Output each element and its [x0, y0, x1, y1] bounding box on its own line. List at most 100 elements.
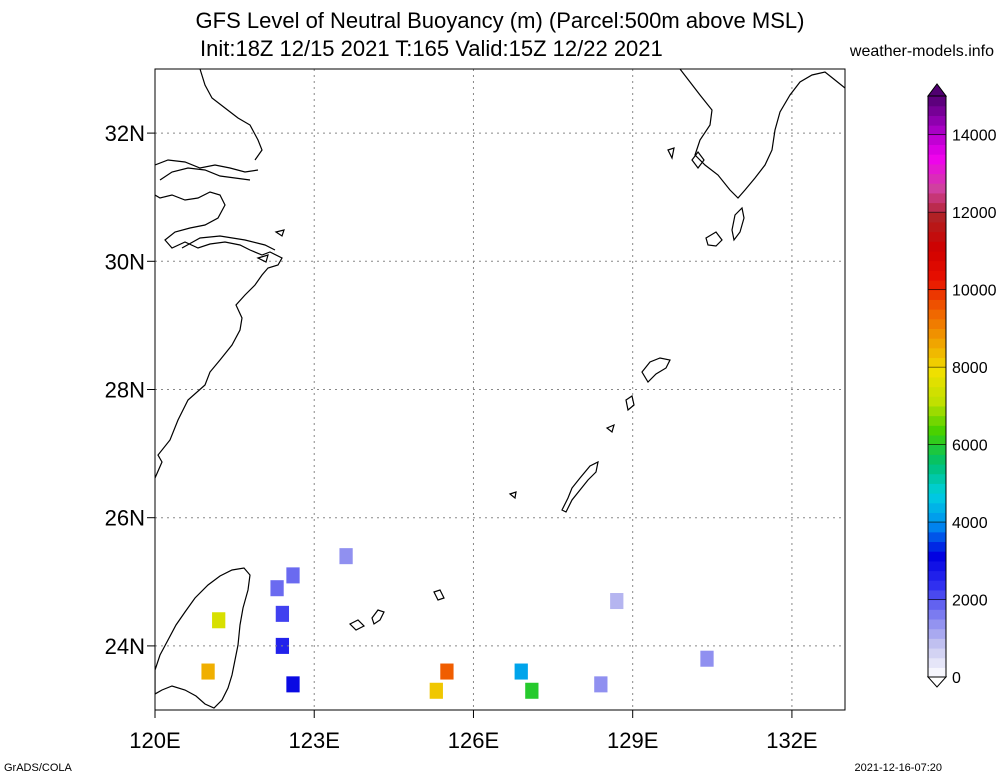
goto-islands — [667, 147, 705, 169]
y-tick-label: 30N — [105, 249, 145, 274]
colorbar-tick-label: 12000 — [952, 205, 997, 222]
colorbar-segment — [928, 667, 946, 678]
colorbar-tick-label: 0 — [952, 670, 961, 687]
china-coastline — [155, 191, 283, 479]
colorbar-segment — [928, 638, 946, 649]
footer-software: GrADS/COLA — [4, 762, 72, 774]
field-cell — [286, 676, 300, 693]
field-cell — [270, 580, 284, 597]
colorbar-segment — [928, 551, 946, 562]
colorbar-segment — [928, 647, 946, 659]
coastlines — [155, 69, 845, 709]
yangtze-estuary — [155, 159, 259, 181]
colorbar-segment — [928, 309, 946, 320]
miyako-island — [433, 589, 445, 601]
colorbar-segment — [928, 105, 946, 116]
kumejima-island — [508, 491, 517, 500]
colorbar-segment — [928, 328, 946, 339]
zhoushan-islands — [256, 229, 285, 263]
colorbar-segment — [928, 96, 946, 107]
field-cell — [429, 682, 443, 699]
colorbar-segment — [928, 618, 946, 630]
okinoerabu-island — [605, 423, 615, 434]
source-credit: weather-models.info — [849, 43, 994, 60]
colorbar-segment — [928, 425, 946, 436]
yakushima-island — [705, 231, 723, 247]
colorbar-tick-label: 6000 — [952, 438, 988, 455]
colorbar-segment — [928, 541, 946, 552]
colorbar-segment — [928, 192, 946, 204]
north-coast — [199, 69, 263, 161]
y-tick-label: 26N — [105, 506, 145, 531]
colorbar-segment — [928, 183, 946, 194]
colorbar-segment — [928, 338, 946, 349]
colorbar-segment — [928, 154, 946, 165]
colorbar-segment — [928, 386, 946, 397]
taiwan-island — [155, 567, 251, 709]
colorbar-segment — [928, 657, 946, 668]
colorbar-segment — [928, 502, 946, 513]
colorbar-segment — [928, 260, 946, 271]
colorbar-segment — [928, 270, 946, 281]
ishigaki-island — [371, 609, 385, 625]
colorbar-segment — [928, 599, 946, 610]
colorbar-segment — [928, 560, 946, 572]
colorbar-tick-label: 14000 — [952, 128, 997, 145]
field-cell — [440, 663, 454, 680]
colorbar-min-arrow — [926, 676, 948, 688]
tokunoshima-island — [625, 395, 635, 412]
colorbar-segment — [928, 589, 946, 601]
colorbar-segment — [928, 289, 946, 300]
colorbar-segment — [928, 405, 946, 417]
colorbar-segment — [928, 580, 946, 591]
colorbar-segment — [928, 493, 946, 504]
colorbar-segment — [928, 279, 946, 291]
field-cell — [212, 612, 226, 629]
field-cell — [339, 548, 353, 565]
map-title-line1: GFS Level of Neutral Buoyancy (m) (Parce… — [195, 8, 805, 33]
field-cell — [594, 676, 608, 693]
colorbar-segment — [928, 202, 946, 213]
colorbar: 0 2000 4000 6000 8000 10000 12000 14000 — [926, 83, 997, 688]
field-cell — [700, 650, 714, 667]
colorbar-tick-label: 4000 — [952, 515, 988, 532]
colorbar-segment — [928, 444, 946, 455]
colorbar-segment — [928, 367, 946, 378]
field-cell — [275, 605, 290, 622]
colorbar-tick-label: 8000 — [952, 360, 988, 377]
colorbar-segment — [928, 512, 946, 523]
y-tick-label: 28N — [105, 378, 145, 403]
colorbar-segment — [928, 241, 946, 252]
field-cell — [286, 567, 300, 584]
tanegashima-island — [731, 206, 745, 242]
field-cell — [514, 663, 528, 680]
x-tick-label: 123E — [289, 728, 340, 753]
longitude-axis: 120E 123E 126E 129E 132E — [129, 710, 818, 753]
field-cell — [201, 663, 215, 680]
x-tick-label: 120E — [129, 728, 180, 753]
graticule — [155, 69, 845, 710]
field-cells — [201, 548, 714, 699]
y-tick-label: 32N — [105, 121, 145, 146]
field-cell — [525, 682, 539, 699]
colorbar-segment — [928, 212, 946, 223]
y-tick-label: 24N — [105, 634, 145, 659]
colorbar-tick-label: 2000 — [952, 593, 988, 610]
colorbar-segment — [928, 134, 946, 146]
colorbar-segment — [928, 221, 946, 233]
colorbar-segment — [928, 144, 946, 155]
colorbar-segment — [928, 250, 946, 262]
colorbar-segment — [928, 483, 946, 494]
iriomote-island — [348, 619, 366, 631]
colorbar-segment — [928, 163, 946, 175]
colorbar-segment — [928, 357, 946, 368]
x-tick-label: 126E — [448, 728, 499, 753]
latitude-axis: 24N 26N 28N 30N 32N — [105, 121, 155, 659]
colorbar-segment — [928, 463, 946, 475]
amami-island — [641, 357, 671, 383]
okinawa-island — [561, 460, 599, 513]
colorbar-segment — [928, 628, 946, 639]
colorbar-segment — [928, 125, 946, 136]
colorbar-segment — [928, 415, 946, 426]
